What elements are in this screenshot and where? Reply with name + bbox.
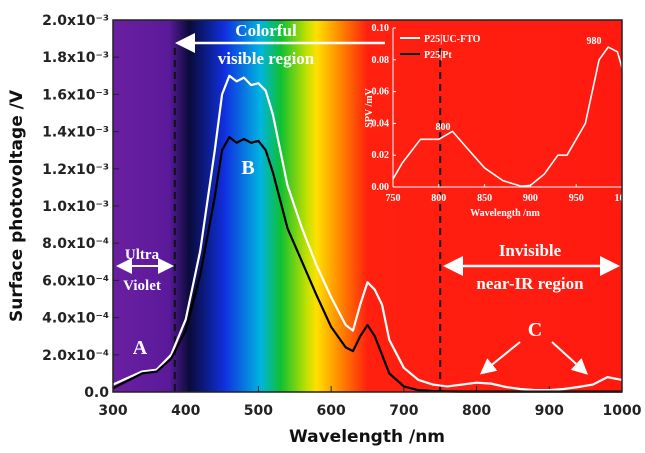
- x-tick-label: 1000: [603, 403, 642, 419]
- y-tick-label: 8.0x10⁻⁴: [42, 236, 109, 252]
- y-tick-label: 0.00: [372, 182, 390, 193]
- annotation: 800: [436, 122, 451, 133]
- y-tick-label: 1.8x10⁻³: [42, 50, 109, 66]
- legend-label: P25|Pt: [424, 50, 452, 61]
- x-tick-label: 950: [569, 193, 584, 204]
- arrow: [551, 341, 588, 375]
- y-tick-label: 0.10: [372, 23, 390, 34]
- x-tick-label: 300: [98, 403, 127, 419]
- arrow: [479, 341, 521, 375]
- y-tick-label: 0.02: [372, 150, 390, 161]
- y-tick-label: 0.0: [84, 385, 109, 401]
- x-tick-label: 750: [386, 193, 401, 204]
- y-tick-label: 2.0x10⁻⁴: [42, 348, 109, 364]
- data-line: [392, 46, 623, 188]
- y-tick-label: 1.6x10⁻³: [42, 87, 109, 103]
- x-tick-label: 600: [317, 403, 346, 419]
- annotation: 980: [587, 36, 602, 47]
- annotation: A: [133, 337, 148, 359]
- y-tick-label: 6.0x10⁻⁴: [42, 273, 109, 289]
- inset-y-axis-label: SPV /mV: [364, 87, 375, 127]
- y-tick-label: 2.0x10⁻³: [42, 13, 109, 29]
- annotation: near-IR region: [476, 274, 584, 293]
- main-plot: 300 400 500 600 700 800 900 1000 0.0 2.0x10⁻⁴ 4.0x…: [42, 13, 642, 419]
- annotation: visible region: [218, 49, 315, 68]
- spectrum-background: [113, 20, 622, 392]
- y-tick-label: 0.06: [372, 87, 390, 98]
- x-tick-label: 900: [535, 403, 564, 419]
- y-tick-label: 1.0x10⁻³: [42, 199, 109, 215]
- annotation: Violet: [123, 278, 161, 294]
- x-tick-label: 800: [462, 403, 491, 419]
- data-line: [112, 74, 623, 392]
- legend-label: P25|UC-FTO: [424, 34, 481, 45]
- annotation: C: [528, 319, 542, 341]
- annotation: Ultra: [125, 247, 160, 263]
- y-tick-label: 0.08: [372, 55, 390, 66]
- plot-frame: [112, 19, 623, 393]
- y-tick-label: 4.0x10⁻⁴: [42, 311, 109, 327]
- annotation: B: [241, 157, 254, 179]
- annotation: Colorful: [235, 21, 297, 40]
- x-axis-label: Wavelength /nm: [289, 427, 445, 447]
- x-tick-label: 700: [389, 403, 418, 419]
- inset-x-axis-label: Wavelength /nm: [470, 208, 540, 219]
- x-tick-label: 900: [523, 193, 538, 204]
- y-tick-label: 1.2x10⁻³: [42, 162, 109, 178]
- annotation: Invisible: [499, 241, 562, 260]
- y-tick-label: 0.04: [372, 118, 390, 129]
- x-tick-label: 400: [171, 403, 200, 419]
- x-tick-label: 850: [477, 193, 492, 204]
- x-tick-label: 500: [244, 403, 273, 419]
- x-tick-label: 800: [431, 193, 446, 204]
- y-axis-label: Surface photovoltage /V: [7, 89, 27, 322]
- y-tick-label: 1.4x10⁻³: [42, 125, 109, 141]
